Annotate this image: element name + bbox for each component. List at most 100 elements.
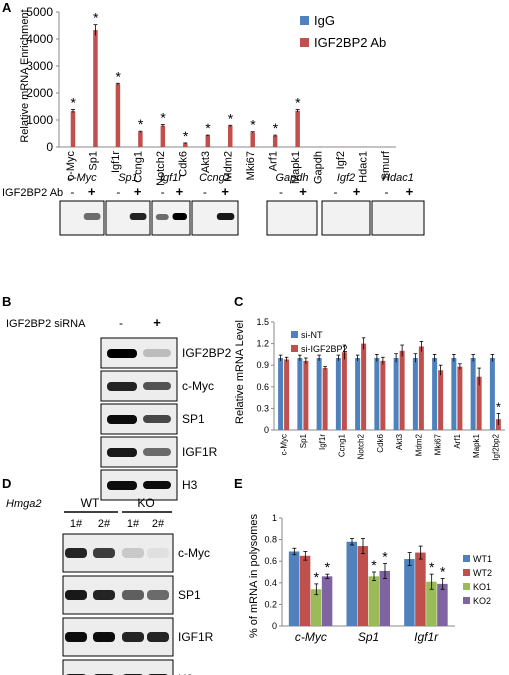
chart-e-legend-swatch-wt2	[463, 569, 470, 576]
chart-e-legend-label-wt2: WT2	[473, 568, 492, 578]
chart-e-bar-wt1-sp1	[346, 541, 357, 626]
blot-b-band-plus-c-myc	[143, 382, 171, 390]
chart-c-xtick-label: Igf1r	[318, 434, 327, 450]
chart-c-bar-si-igf2bp2-mki67	[438, 370, 444, 430]
chart-a-ytick-label: 5000	[26, 5, 53, 19]
legend-swatch-si-igf2bp2	[291, 345, 298, 352]
chart-e-bar-ko2-igf1r	[437, 583, 448, 626]
blot-d-box-h3	[62, 659, 174, 675]
blot-b-band-minus-sp1	[107, 415, 137, 424]
blot-b-minus: -	[119, 316, 123, 330]
chart-c-xtick-label: Mapk1	[472, 433, 481, 458]
legend-label-igf2bp2-ab: IGF2BP2 Ab	[314, 35, 386, 50]
blot-d-band-sp1-3	[147, 590, 169, 600]
blot-d-lane-label: 1#	[70, 518, 83, 530]
chart-a-xtick-label: Arf1	[267, 151, 279, 171]
panel-letter-d: D	[2, 476, 11, 491]
blot-d-band-sp1-2	[122, 590, 144, 600]
gel-a-gene-igf2: Igf2	[337, 172, 355, 184]
chart-c-legend: si-NT si-IGF2BP2	[291, 330, 348, 354]
chart-c-bar-si-igf2bp2-mapk1	[476, 376, 482, 430]
gel-a-minus: -	[203, 185, 207, 199]
blot-d-protein-h3: H3	[178, 672, 194, 675]
chart-e-bar-ko2-sp1	[379, 570, 390, 626]
legend-swatch-igf2bp2-ab	[300, 38, 309, 47]
chart-a-bar-igf2bp2-ab-notch2	[160, 125, 166, 147]
blot-b-band-plus-igf2bp2	[143, 349, 171, 357]
chart-e-legend-swatch-wt1	[463, 555, 470, 562]
blot-d-protein-igf1r: IGF1R	[178, 630, 214, 644]
blot-b-plus: +	[153, 315, 161, 330]
chart-c-bar-si-igf2bp2-cdk6	[380, 360, 386, 430]
chart-c-bar-si-nt-mdm2	[412, 358, 418, 430]
chart-a-xtick-label: Notch2	[155, 151, 167, 186]
chart-c-bar-si-nt-c-myc	[278, 358, 284, 430]
blot-b-band-minus-igf2bp2	[107, 349, 137, 358]
panel-letter-a: A	[2, 0, 12, 15]
chart-a-bar-igf2bp2-ab-igf1r	[115, 84, 121, 147]
blot-b-protein-igf1r: IGF1R	[182, 445, 218, 459]
chart-a-star-igf1r: *	[115, 68, 121, 84]
chart-e-ylabel: % of mRNA in polysomes	[248, 513, 260, 638]
blot-d-band-c-myc-0	[65, 548, 87, 558]
gel-a-plus: +	[176, 184, 184, 199]
chart-e-ytick-label: 0	[272, 621, 277, 631]
panel-letter-b: B	[2, 294, 11, 309]
chart-e-star-ko2-sp1: *	[382, 548, 388, 564]
gel-a-minus: -	[385, 185, 389, 199]
chart-c-bar-si-nt-notch2	[355, 358, 361, 430]
gel-a-plus: +	[88, 184, 96, 199]
gel-a-plus: +	[406, 184, 414, 199]
chart-e-star-ko2-c-myc: *	[325, 559, 331, 575]
chart-a-star-mapk1: *	[295, 94, 301, 110]
blot-d-band-sp1-0	[65, 590, 87, 600]
chart-c-bar-si-igf2bp2-notch2	[361, 343, 367, 430]
chart-c-xtick-label: Mki67	[434, 433, 443, 455]
blot-d-band-igf1r-1	[93, 632, 115, 642]
chart-a-bar-igf2bp2-ab-arf1	[272, 135, 278, 147]
gel-a: IGF2BP2 Ab c-Myc- +Sp1- +Igf1r- +Ccng1- +Gap…	[2, 172, 425, 236]
chart-c-xtick-label: Notch2	[357, 433, 366, 459]
gel-a-plus: +	[299, 184, 307, 199]
gel-a-row-label: IGF2BP2 Ab	[2, 187, 63, 199]
gel-a-band-plus-c-myc	[83, 213, 101, 220]
chart-c-ytick-label: 0.9	[256, 360, 269, 370]
chart-c-xtick-label: c-Myc	[280, 434, 289, 455]
chart-c-xtick-label: Akt3	[395, 433, 404, 450]
chart-a-ytick-label: 4000	[26, 32, 53, 46]
chart-a-bar-igf2bp2-ab-mdm2	[228, 125, 233, 147]
blot-d-lane-label: 2#	[98, 518, 111, 530]
chart-a-star-mki67: *	[250, 117, 256, 133]
chart-e-bar-wt1-c-myc	[288, 551, 300, 626]
gel-a-box-gapdh	[266, 200, 318, 236]
legend-label-si-nt: si-NT	[301, 330, 323, 340]
chart-e-legend-label-wt1: WT1	[473, 554, 492, 564]
chart-c-bar-si-igf2bp2-akt3	[399, 350, 405, 430]
blot-b-band-minus-c-myc	[107, 382, 137, 391]
chart-a-star-akt3: *	[205, 120, 211, 136]
legend-label-igg: IgG	[314, 13, 335, 28]
blot-b-band-plus-sp1	[143, 415, 171, 423]
chart-e-bar-ko1-sp1	[368, 576, 379, 626]
chart-c-xtick-label: Mdm2	[414, 433, 423, 456]
chart-c-bar-si-igf2bp2-arf1	[457, 366, 463, 430]
chart-e: % of mRNA in polysomes 0 0.2 0.4 0.6 0.8 1 * * c…	[248, 513, 492, 644]
panel-letter-c: C	[234, 294, 244, 309]
chart-c-ytick-label: 1.2	[256, 339, 269, 349]
gel-a-gene-igf1r: Igf1r	[160, 172, 183, 184]
gel-a-band-plus-igf1r	[172, 213, 187, 220]
chart-e-legend-label-ko2: KO2	[473, 596, 491, 606]
chart-c-ytick-label: 0	[264, 425, 269, 435]
legend-swatch-si-nt	[291, 331, 298, 338]
chart-a-bar-igf2bp2-ab-ccng1	[138, 131, 143, 147]
chart-a-xtick-label: Mki67	[245, 151, 257, 180]
blot-b-band-minus-igf1r	[107, 448, 137, 457]
chart-a-bar-igf2bp2-ab-mki67	[250, 132, 255, 147]
chart-c-ytick-label: 0.6	[256, 382, 269, 392]
chart-a-bar-igf2bp2-ab-akt3	[205, 135, 211, 147]
blot-d-band-c-myc-1	[93, 548, 115, 558]
gel-a-box-hdac1	[371, 200, 425, 236]
chart-e-xtick-label: Sp1	[358, 630, 379, 644]
chart-a-xtick-label: Mapk1	[290, 151, 302, 184]
